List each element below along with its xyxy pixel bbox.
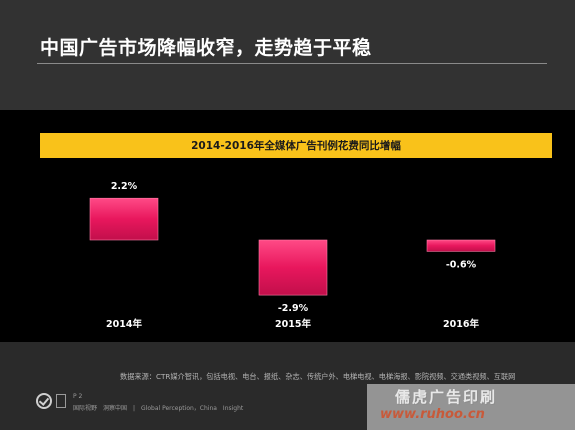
bar-0 xyxy=(89,197,159,241)
check-logo-icon xyxy=(36,393,52,409)
watermark-url: www.ruhoo.cn xyxy=(380,407,485,422)
data-label-2: -0.6% xyxy=(446,259,477,270)
brand-tagline: 国际视野 洞察中国 | Global Perception，China Insi… xyxy=(73,405,244,412)
source-note: 数据来源：CTR媒介智讯，包括电视、电台、报纸、杂志、传统户外、电梯电视、电梯海… xyxy=(120,372,516,381)
title-divider xyxy=(37,63,547,64)
category-label-1: 2015年 xyxy=(275,318,311,330)
category-label-0: 2014年 xyxy=(106,318,142,330)
logo-box-icon xyxy=(56,394,66,408)
data-label-0: 2.2% xyxy=(111,181,138,192)
watermark-text: 儒虎广告印刷 xyxy=(395,388,498,406)
chart-title: 2014-2016年全媒体广告刊例花费同比增幅 xyxy=(40,133,552,158)
bar-1 xyxy=(258,239,328,296)
bar-2 xyxy=(426,239,496,252)
data-label-1: -2.9% xyxy=(278,303,309,314)
bar-chart: 2.2% 2014年 -2.9% 2015年 -0.6% 2016年 xyxy=(89,181,496,330)
slide-title: 中国广告市场降幅收窄，走势趋于平稳 xyxy=(40,37,372,59)
watermark-panel xyxy=(367,384,575,430)
page-number: P 2 xyxy=(73,393,83,400)
category-label-2: 2016年 xyxy=(443,318,479,330)
slide-header xyxy=(0,0,575,110)
